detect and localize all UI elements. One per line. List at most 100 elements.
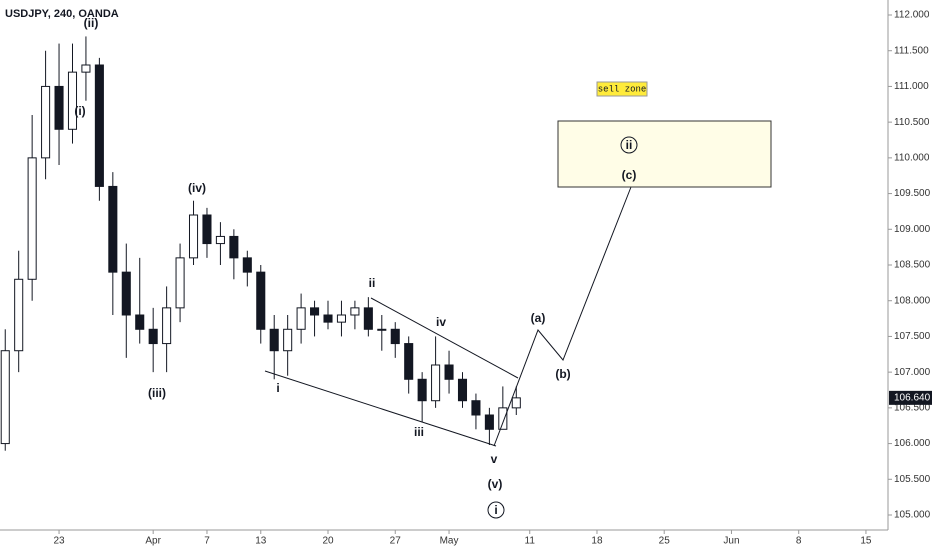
wave-label: ii [626, 138, 633, 152]
chart-title: USDJPY, 240, OANDA [5, 8, 119, 20]
candle [41, 50, 51, 180]
target-box [557, 120, 772, 188]
candle-body [404, 343, 414, 380]
last-price-box [889, 390, 932, 405]
candle [54, 43, 64, 165]
candle [215, 222, 225, 265]
candle-body [323, 314, 333, 323]
candle [229, 229, 239, 280]
candle [27, 115, 37, 301]
candle [444, 350, 454, 394]
y-tick-label: 111.500 [894, 45, 929, 56]
candle-body [229, 235, 239, 259]
candle [417, 372, 427, 423]
candle [175, 243, 185, 323]
candle-body [363, 307, 373, 330]
candle-body [188, 214, 199, 259]
candle-body [162, 307, 172, 345]
wave-label: v [491, 452, 498, 466]
candle [484, 407, 494, 445]
candle-body [0, 350, 10, 445]
x-tick-label: Apr [145, 536, 161, 547]
y-tick-label: 109.500 [894, 188, 931, 199]
candle [283, 315, 293, 376]
last-price-label: 106.640 [894, 392, 931, 403]
candle [404, 336, 414, 394]
candle [81, 36, 91, 101]
y-tick-label: 108.000 [894, 295, 931, 306]
y-tick-label: 112.000 [894, 10, 930, 21]
wave-label: (ii) [84, 16, 99, 30]
x-tick-label: 23 [53, 536, 65, 547]
x-tick-label: 27 [390, 536, 402, 547]
x-tick-label: Jun [723, 536, 739, 547]
candle-body [269, 328, 279, 352]
candle [0, 329, 10, 451]
wedge-line [264, 370, 497, 447]
candle-body [67, 71, 78, 130]
candle-body [256, 271, 266, 330]
candle-body [377, 328, 387, 331]
candle [363, 297, 373, 337]
candle-body [296, 307, 306, 330]
candle-body [14, 278, 24, 352]
candle [256, 265, 266, 344]
wedge-line [370, 297, 519, 379]
candle [162, 286, 172, 373]
candle-body [27, 157, 37, 280]
wave-label: ii [369, 276, 376, 290]
wave-label: (i) [74, 104, 85, 118]
wave-circle [620, 136, 638, 154]
wave-label: iii [414, 425, 424, 439]
y-tick-label: 111.000 [894, 81, 929, 92]
candle-body [54, 85, 64, 130]
candle-body [336, 314, 346, 323]
candle [14, 250, 24, 373]
candle [269, 315, 279, 380]
x-tick-label: 8 [796, 536, 802, 547]
candle [296, 293, 306, 344]
sell-zone-label: sell zone [598, 84, 647, 94]
candle-body [94, 64, 104, 187]
x-tick-label: 7 [204, 536, 210, 547]
candle-body [175, 257, 185, 309]
candle [121, 243, 131, 358]
candle [323, 300, 333, 330]
candle [135, 257, 145, 344]
candle-body [81, 64, 91, 73]
candle-body [135, 314, 145, 330]
candle-body [417, 378, 427, 402]
candle [94, 57, 104, 201]
candle-body [444, 364, 454, 380]
candle [390, 322, 400, 358]
y-tick-label: 106.500 [894, 402, 931, 413]
candle [457, 372, 468, 408]
candle-body [41, 85, 51, 159]
candle-body [471, 400, 481, 416]
candle-body [148, 328, 158, 345]
candle [67, 43, 78, 144]
candle [336, 300, 346, 337]
x-tick-label: May [440, 536, 459, 547]
x-tick-label: 25 [659, 536, 671, 547]
candle [202, 207, 212, 258]
candle-body [498, 407, 508, 430]
wave-circle [487, 501, 505, 519]
candle [431, 336, 441, 408]
candle-body [283, 328, 293, 352]
x-tick-label: 13 [255, 536, 267, 547]
candle [242, 250, 252, 287]
candle [188, 200, 199, 265]
candle [471, 393, 481, 430]
wave-label: (b) [555, 367, 570, 381]
candle-body [390, 328, 400, 345]
candle-body [310, 307, 320, 316]
candle-body [511, 397, 521, 409]
sell-zone-box [596, 81, 648, 97]
candle [377, 315, 387, 351]
y-tick-label: 106.000 [894, 438, 931, 449]
wave-label: i [276, 381, 279, 395]
candle-body [457, 378, 468, 402]
y-tick-label: 105.500 [894, 474, 931, 485]
